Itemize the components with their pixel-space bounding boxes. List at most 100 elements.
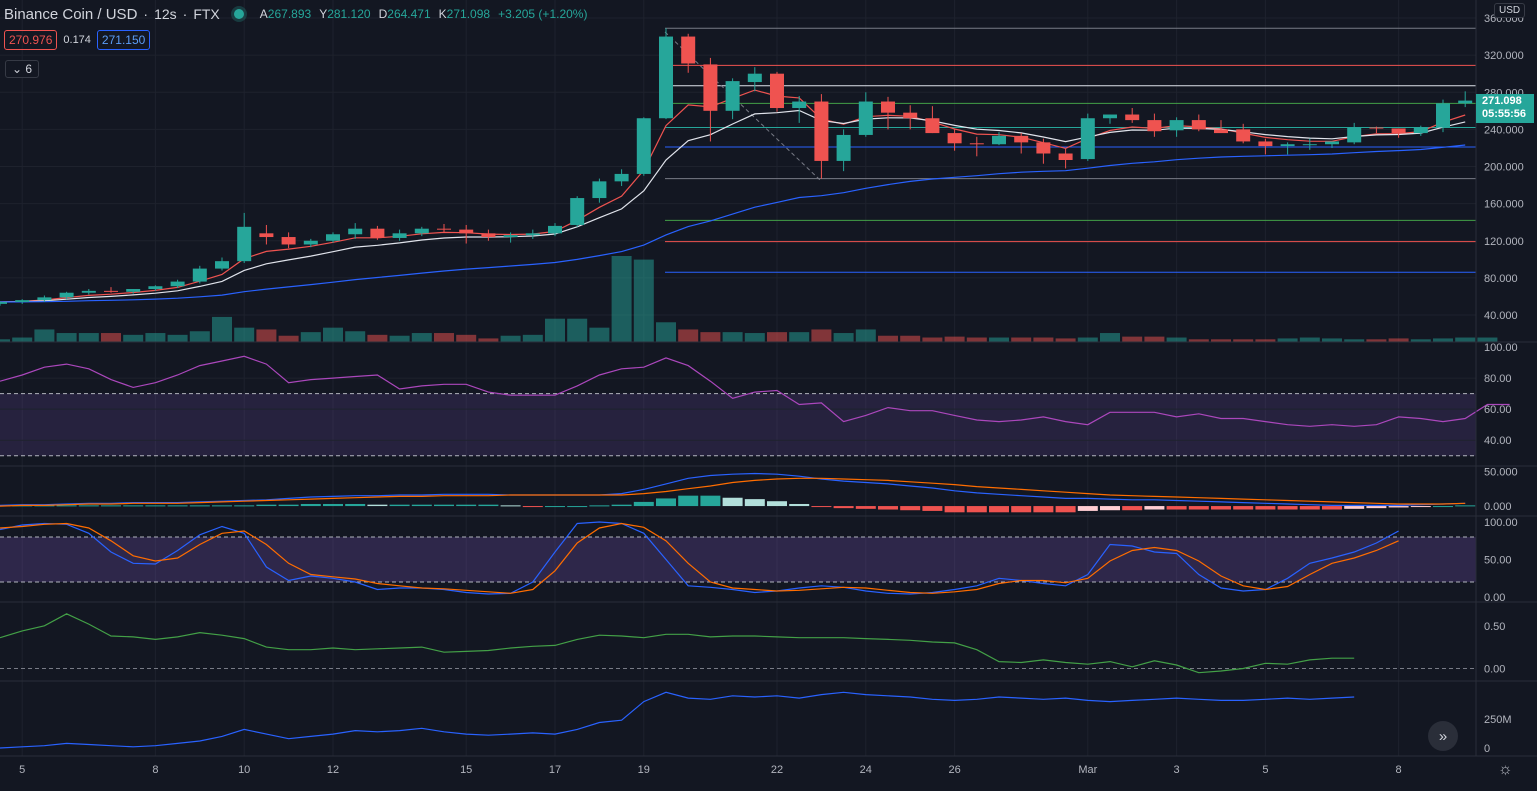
candle-body [1413,127,1428,134]
price-tick-label: 320.000 [1484,50,1524,62]
candle-body [392,233,407,238]
candle-body [1302,144,1317,146]
macd-signal-line [0,477,1466,507]
volume-bar [1188,339,1209,342]
candle-body [1080,118,1095,160]
macd-tick-label: 0.000 [1484,501,1512,513]
candle-body [1369,127,1384,129]
buy-button[interactable]: 271.150 [96,30,151,50]
volume-bar [12,337,33,342]
candle-body [259,233,274,238]
macd-histogram-bar [278,504,299,507]
volume-bar [1100,333,1120,342]
volume-bar [678,329,699,342]
candle-body [148,286,163,290]
volume-bar [1144,336,1165,342]
volume-bar [411,333,432,342]
volume-bar [345,331,366,342]
volume-bar [256,329,277,342]
stoch-tick-label: 0.00 [1484,592,1505,604]
symbol-name[interactable]: Binance Coin / USD [4,5,138,23]
price-tick-label: 80.000 [1484,273,1518,285]
volume-bar [722,332,743,342]
gear-icon[interactable]: ☼ [1498,761,1513,778]
volume-bar [878,335,898,342]
volume-bar [478,338,499,342]
candle-body [370,228,385,238]
stoch-band [0,537,1476,582]
double-chevron-right-icon[interactable]: » [1428,721,1458,751]
macd-histogram-bar [1233,506,1254,510]
candle-body [437,228,451,230]
interval[interactable]: 12s [154,6,177,22]
candle-body [1191,120,1206,130]
chevron-down-icon: ⌄ [12,62,23,76]
volume-bar [278,335,299,342]
macd-histogram-bar [900,506,921,511]
macd-histogram-bar [633,501,654,507]
time-axis-label: 12 [327,764,339,776]
candle-body [947,133,962,144]
candle-body [0,302,7,304]
horizontal-levels [664,27,1476,273]
gi-tick-label: 0.50 [1484,621,1505,633]
volume-bar [1322,338,1342,342]
candle-body [126,289,141,292]
candle-body [15,300,30,303]
time-axis-label: 8 [152,764,158,776]
macd-histogram-bar [722,497,743,507]
rsi-band [0,393,1476,456]
volume-bar [522,334,543,342]
exchange: FTX [193,6,220,22]
macd-histogram-bar [545,506,565,508]
candle-body [1325,141,1339,145]
candle-body [1036,142,1051,154]
macd-histogram-bar [323,503,343,507]
currency-button[interactable]: USD [1494,3,1526,18]
macd-histogram-bar [944,506,965,513]
time-axis-label: 17 [549,764,561,776]
volume-bar [1077,337,1098,342]
volume-bar [0,339,10,342]
volume-bar [656,322,676,342]
macd-histogram-bar [145,505,166,507]
indicators-toggle[interactable]: ⌄ 6 [5,60,40,78]
volume-bar [1455,337,1476,342]
candle-body [503,235,518,238]
candle-body [1458,100,1473,104]
stoch-d-line [0,522,1399,594]
time-axis-label: 19 [638,764,650,776]
volume-bar [1122,336,1143,342]
macd-histogram-bar [1188,506,1209,510]
macd-histogram-bar [1166,506,1187,510]
volume-bar [966,337,987,342]
volume-bar [145,333,166,342]
sell-button[interactable]: 270.976 [4,30,58,50]
candle-body [614,173,629,182]
volume-bar [833,333,854,342]
macd-histogram-bar [345,503,366,507]
macd-histogram-bar [1144,506,1165,510]
volume-bar [234,327,255,342]
candle-body [747,73,762,83]
price-tick-label: 40.000 [1484,310,1518,322]
obv-tick-label: 0 [1484,743,1490,755]
candle-body [570,198,585,225]
candle-body [836,134,851,161]
low-value: 264.471 [387,7,431,21]
macd-histogram-bar [189,505,210,507]
candle-body [548,225,562,234]
rsi-tick-label: 60.00 [1484,404,1512,416]
volume-bar [611,256,632,342]
volume-bar [767,332,787,342]
low-label: D [378,7,388,21]
macd-histogram-bar [1322,506,1342,510]
macd-histogram-bar [1122,506,1143,511]
candles [0,28,1473,306]
volume-bar [744,333,765,342]
open-value: 267.893 [267,7,312,21]
volume-bar [1366,339,1387,342]
market-status-icon[interactable] [233,9,244,19]
macd-histogram-bar [1011,506,1032,513]
